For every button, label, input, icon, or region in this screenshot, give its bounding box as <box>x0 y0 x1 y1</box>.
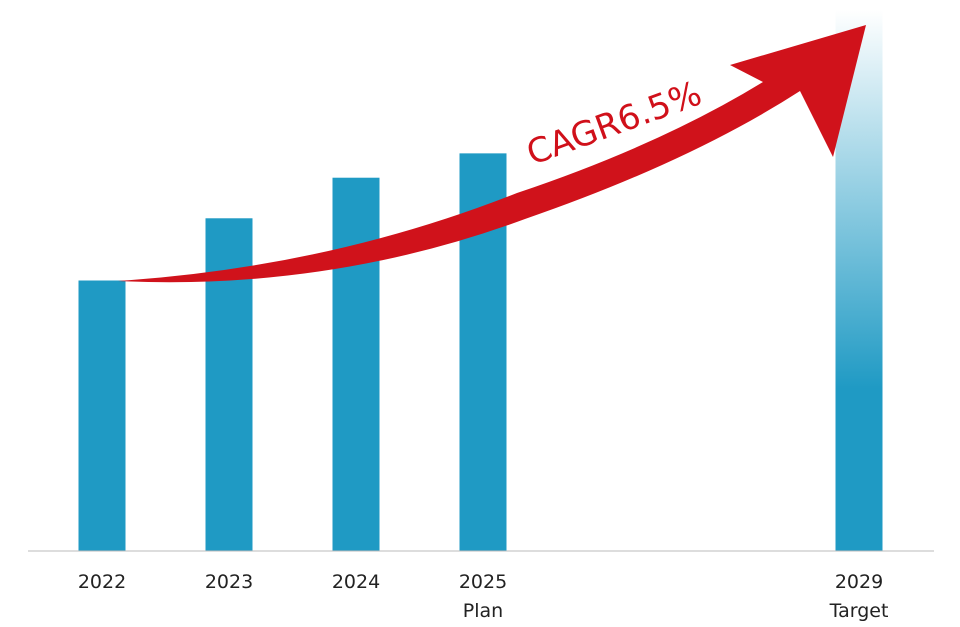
x-sublabel-target: Target <box>829 600 889 622</box>
x-tick-labels: 2022 2023 2024 2025 Plan 2029 Target <box>78 571 889 622</box>
x-tick-label-2029: 2029 <box>835 571 883 593</box>
x-tick-label-2023: 2023 <box>205 571 253 593</box>
x-tick-label-2022: 2022 <box>78 571 126 593</box>
x-sublabel-plan: Plan <box>463 600 503 622</box>
bar-2024 <box>332 177 380 551</box>
bar-2022 <box>78 280 126 551</box>
x-tick-label-2025: 2025 <box>459 571 507 593</box>
growth-arrow <box>118 25 866 283</box>
x-tick-label-2024: 2024 <box>332 571 380 593</box>
